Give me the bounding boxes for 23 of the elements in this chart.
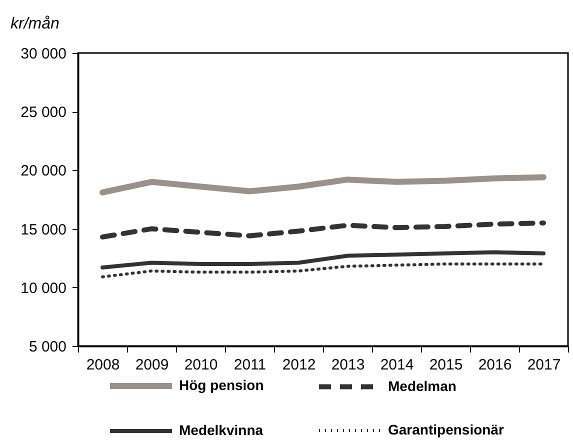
y-axis-title: kr/mån xyxy=(10,16,60,32)
y-tick-label: 20 000 xyxy=(20,162,66,180)
x-tick-label: 2010 xyxy=(184,356,218,374)
legend-label: Garantipensionär xyxy=(388,422,504,438)
y-tick-label: 15 000 xyxy=(20,221,66,238)
y-tick-label: 30 000 xyxy=(20,46,66,62)
y-tick-label: 25 000 xyxy=(20,104,66,122)
x-tick-label: 2014 xyxy=(380,356,414,374)
line-series xyxy=(100,250,546,270)
x-tick-label: 2016 xyxy=(478,356,512,374)
line-series xyxy=(101,262,545,278)
x-tick-label: 2009 xyxy=(135,356,169,374)
x-tick-label: 2011 xyxy=(234,356,266,374)
x-tick-label: 2012 xyxy=(282,356,316,374)
legend-label: Hög pension xyxy=(179,377,264,393)
x-tick-label: 2013 xyxy=(331,356,365,374)
x-tick-label: 2008 xyxy=(86,356,120,374)
x-tick-label: 2017 xyxy=(527,356,561,374)
y-tick-label: 5 000 xyxy=(28,338,66,356)
y-tick-label: 10 000 xyxy=(20,280,66,297)
x-tick-label: 2015 xyxy=(429,356,463,374)
legend-label: Medelman xyxy=(388,378,456,394)
legend-label: Medelkvinna xyxy=(179,422,264,438)
